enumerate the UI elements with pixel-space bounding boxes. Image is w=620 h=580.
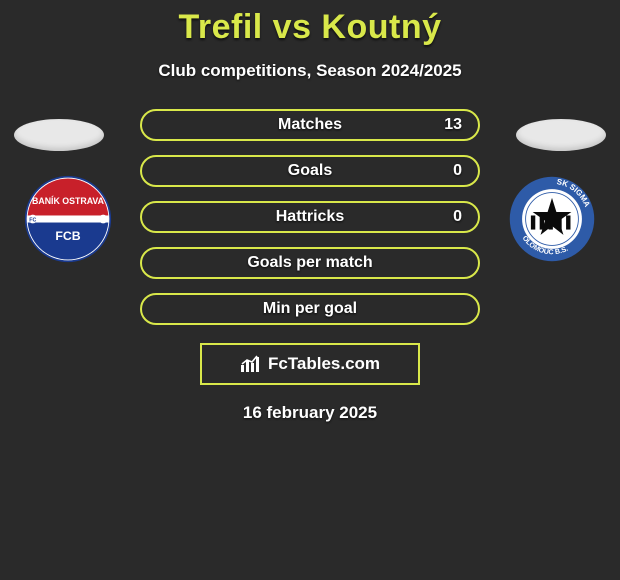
stat-row-min-per-goal: Min per goal bbox=[140, 293, 480, 325]
stat-value-right: 0 bbox=[453, 208, 462, 226]
sigma-olomouc-logo: SK SIGMA OLOMOUC B.S. bbox=[508, 175, 596, 263]
brand-box[interactable]: FcTables.com bbox=[200, 343, 420, 385]
date-label: 16 february 2025 bbox=[0, 403, 620, 423]
svg-text:FC: FC bbox=[29, 218, 36, 224]
stat-value-right: 13 bbox=[444, 116, 462, 134]
stat-row-matches: Matches 13 bbox=[140, 109, 480, 141]
subtitle: Club competitions, Season 2024/2025 bbox=[0, 61, 620, 81]
stat-label: Hattricks bbox=[276, 208, 344, 226]
stat-label: Goals bbox=[288, 162, 332, 180]
banik-ostrava-logo: BANÍK OSTRAVA FCB FC bbox=[24, 175, 112, 263]
stat-label: Goals per match bbox=[247, 254, 372, 272]
bar-chart-icon bbox=[240, 355, 262, 373]
player-left-placeholder bbox=[14, 119, 104, 151]
svg-text:FCB: FCB bbox=[55, 229, 80, 243]
player-right-placeholder bbox=[516, 119, 606, 151]
page-title: Trefil vs Koutný bbox=[0, 0, 620, 47]
comparison-layout: BANÍK OSTRAVA FCB FC SK SIGMA bbox=[0, 109, 620, 423]
stat-row-goals: Goals 0 bbox=[140, 155, 480, 187]
stat-row-hattricks: Hattricks 0 bbox=[140, 201, 480, 233]
svg-text:BANÍK OSTRAVA: BANÍK OSTRAVA bbox=[32, 196, 105, 206]
stat-row-goals-per-match: Goals per match bbox=[140, 247, 480, 279]
stat-label: Min per goal bbox=[263, 300, 357, 318]
stats-list: Matches 13 Goals 0 Hattricks 0 Goals per… bbox=[140, 109, 480, 325]
stat-label: Matches bbox=[278, 116, 342, 134]
stat-value-right: 0 bbox=[453, 162, 462, 180]
brand-text: FcTables.com bbox=[268, 354, 380, 374]
